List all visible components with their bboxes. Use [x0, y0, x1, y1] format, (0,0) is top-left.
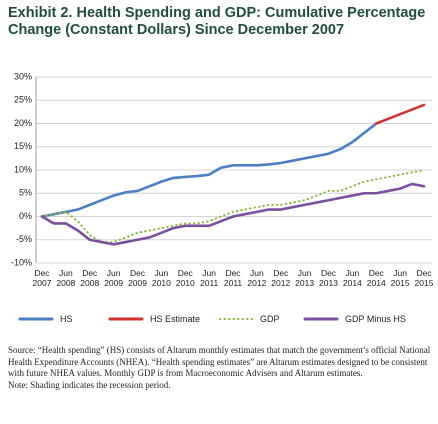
- legend: HS HS Estimate GDP GDP Minus HS: [18, 314, 428, 328]
- x-tick-label: Dec 2009: [128, 268, 147, 288]
- legend-label: GDP Minus HS: [345, 314, 406, 324]
- y-tick-label: 15%: [14, 141, 32, 151]
- y-tick-label: 25%: [14, 95, 32, 105]
- x-tick-label: Dec 2007: [32, 268, 52, 288]
- x-tick-label: Dec 2010: [175, 268, 195, 288]
- x-tick-label: Jun 2014: [342, 268, 362, 288]
- y-tick-label: 20%: [14, 118, 32, 128]
- legend-item: GDP Minus HS: [303, 314, 406, 324]
- y-tick-label: 10%: [14, 164, 32, 174]
- y-tick-label: 5%: [19, 188, 32, 198]
- legend-swatch: [108, 317, 144, 321]
- x-tick-label: Dec 2015: [414, 268, 434, 288]
- series-line: [374, 103, 426, 125]
- x-tick-label: Jun 2009: [104, 268, 124, 288]
- x-tick-label: Dec 2013: [319, 268, 338, 288]
- legend-label: HS: [60, 314, 73, 324]
- legend-swatch: [219, 318, 253, 320]
- legend-item: HS: [18, 314, 73, 324]
- x-tick-label: Jun 2015: [390, 268, 410, 288]
- y-tick-label: -10%: [11, 257, 32, 267]
- series-line: [41, 169, 425, 244]
- legend-label: GDP: [260, 314, 280, 324]
- source-text: Source: “Health spending” (HS) consists …: [8, 345, 431, 378]
- legend-label: HS Estimate: [150, 314, 201, 324]
- source-note: Source: “Health spending” (HS) consists …: [8, 345, 432, 391]
- chart: -10% -5% 0% 5% 10% 15% 20% 25% 30%: [11, 71, 432, 267]
- legend-item: GDP: [218, 314, 280, 324]
- x-tick-label: Jun 2012: [247, 268, 267, 288]
- x-tick-label: Dec 2008: [80, 268, 100, 288]
- chart-title: Exhibit 2. Health Spending and GDP: Cumu…: [8, 5, 426, 38]
- legend-swatch: [18, 317, 54, 321]
- legend-swatch: [303, 317, 339, 321]
- legend-item: HS Estimate: [108, 314, 200, 324]
- x-tick-label: Jun 2010: [151, 268, 171, 288]
- x-tick-label: Dec 2014: [366, 268, 386, 288]
- y-tick-label: -5%: [16, 234, 32, 244]
- series-line: [40, 182, 426, 246]
- x-tick-label: Dec 2011: [223, 268, 243, 288]
- note-text: Note: Shading indicates the recession pe…: [8, 379, 171, 390]
- y-tick-label: 0%: [19, 211, 32, 221]
- series-line: [40, 122, 378, 218]
- x-tick-label: Jun 2008: [56, 268, 76, 288]
- x-tick-label: Jun 2013: [295, 268, 315, 288]
- x-tick-label: Jun 2011: [199, 268, 219, 288]
- x-tick-label: Dec 2012: [271, 268, 291, 288]
- y-tick-label: 30%: [14, 71, 32, 81]
